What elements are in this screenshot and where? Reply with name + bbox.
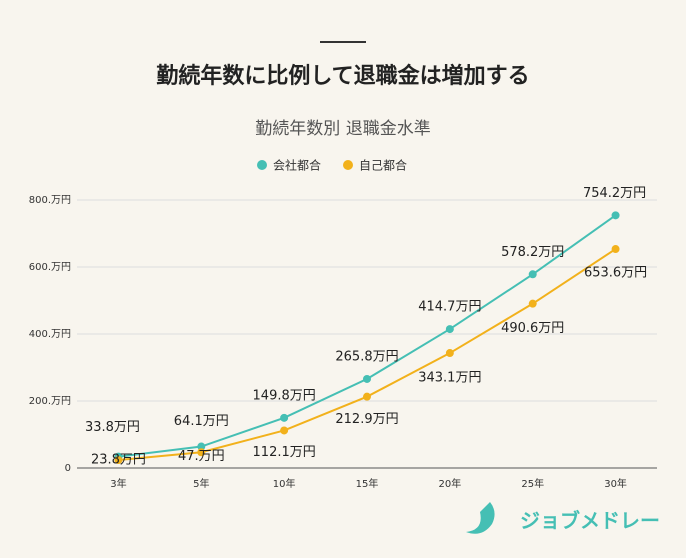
data-label: 578.2万円	[501, 245, 564, 260]
logo-icon	[466, 502, 495, 534]
x-tick-label: 25年	[521, 477, 544, 490]
x-tick-label: 3年	[110, 477, 126, 490]
x-tick-label: 10年	[273, 477, 296, 490]
data-point	[445, 349, 454, 358]
x-tick-label: 20年	[438, 477, 461, 490]
data-point	[114, 456, 123, 465]
data-point	[611, 211, 620, 220]
logo: ジョブメドレー	[466, 502, 660, 534]
data-label: 47.万円	[178, 449, 225, 464]
data-point	[611, 245, 620, 254]
data-label: 23.8万円	[91, 453, 146, 468]
data-label: 149.8万円	[253, 388, 316, 403]
data-point	[528, 270, 537, 279]
legend-label: 会社都合	[273, 158, 321, 173]
y-tick-label: 800.万円	[29, 195, 71, 206]
data-label: 343.1万円	[418, 371, 481, 386]
chart-title: 勤続年数別 退職金水準	[255, 119, 430, 139]
data-label: 265.8万円	[335, 349, 398, 364]
y-tick-label: 0	[65, 463, 71, 474]
legend-marker	[257, 160, 267, 170]
data-label: 754.2万円	[583, 186, 646, 201]
data-point	[197, 448, 206, 457]
data-label: 490.6万円	[501, 321, 564, 336]
y-tick-label: 200.万円	[29, 396, 71, 407]
data-point	[363, 392, 371, 401]
data-label: 414.7万円	[418, 300, 481, 315]
data-point	[445, 325, 454, 334]
logo-text: ジョブメドレー	[520, 509, 660, 533]
data-label: 112.1万円	[253, 445, 316, 460]
x-tick-label: 5年	[193, 477, 209, 490]
data-point	[197, 442, 206, 451]
data-label: 64.1万円	[174, 414, 229, 429]
x-tick-label: 15年	[356, 477, 379, 490]
data-label: 653.6万円	[584, 266, 647, 281]
data-label: 33.8万円	[85, 420, 140, 435]
x-tick-label: 30年	[604, 477, 627, 490]
legend-marker	[343, 160, 353, 170]
data-point	[363, 374, 371, 383]
y-tick-label: 400.万円	[29, 329, 71, 340]
data-point	[528, 299, 537, 308]
legend-label: 自己都合	[359, 158, 407, 173]
data-point	[280, 426, 289, 435]
data-point	[280, 413, 289, 422]
page-title: 勤続年数に比例して退職金は増加する	[156, 63, 529, 89]
y-tick-label: 600.万円	[29, 262, 71, 273]
data-label: 212.9万円	[335, 412, 398, 427]
